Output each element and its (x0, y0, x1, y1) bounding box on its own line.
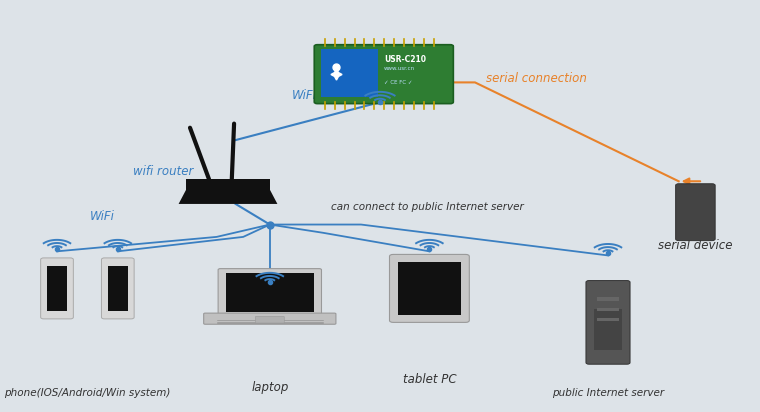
FancyBboxPatch shape (398, 262, 461, 315)
FancyBboxPatch shape (676, 184, 715, 241)
FancyBboxPatch shape (315, 45, 453, 104)
FancyBboxPatch shape (255, 316, 284, 323)
FancyBboxPatch shape (389, 255, 469, 323)
FancyBboxPatch shape (186, 179, 270, 190)
FancyBboxPatch shape (218, 269, 321, 316)
Text: wifi router: wifi router (133, 165, 193, 178)
Text: serial device: serial device (658, 239, 733, 252)
Text: WiFi: WiFi (292, 89, 316, 102)
Text: serial connection: serial connection (486, 73, 587, 85)
FancyBboxPatch shape (226, 273, 314, 312)
FancyBboxPatch shape (40, 258, 73, 319)
FancyBboxPatch shape (597, 297, 619, 301)
Text: USR-C210: USR-C210 (384, 55, 426, 64)
FancyBboxPatch shape (594, 309, 622, 350)
Polygon shape (179, 190, 277, 204)
FancyBboxPatch shape (597, 318, 619, 321)
FancyBboxPatch shape (102, 258, 135, 319)
Text: WiFi: WiFi (90, 211, 115, 223)
FancyBboxPatch shape (586, 281, 630, 364)
FancyBboxPatch shape (204, 313, 336, 324)
Text: public Internet server: public Internet server (552, 388, 664, 398)
FancyBboxPatch shape (47, 266, 67, 311)
Text: ✓ CE FC ✓: ✓ CE FC ✓ (384, 80, 413, 85)
Text: tablet PC: tablet PC (403, 373, 456, 386)
FancyBboxPatch shape (597, 308, 619, 311)
Text: can connect to public Internet server: can connect to public Internet server (331, 202, 524, 212)
Text: laptop: laptop (251, 382, 289, 394)
FancyBboxPatch shape (108, 266, 128, 311)
FancyBboxPatch shape (321, 49, 378, 97)
Text: www.usr.cn: www.usr.cn (384, 66, 415, 71)
Text: phone(IOS/Android/Win system): phone(IOS/Android/Win system) (5, 388, 170, 398)
